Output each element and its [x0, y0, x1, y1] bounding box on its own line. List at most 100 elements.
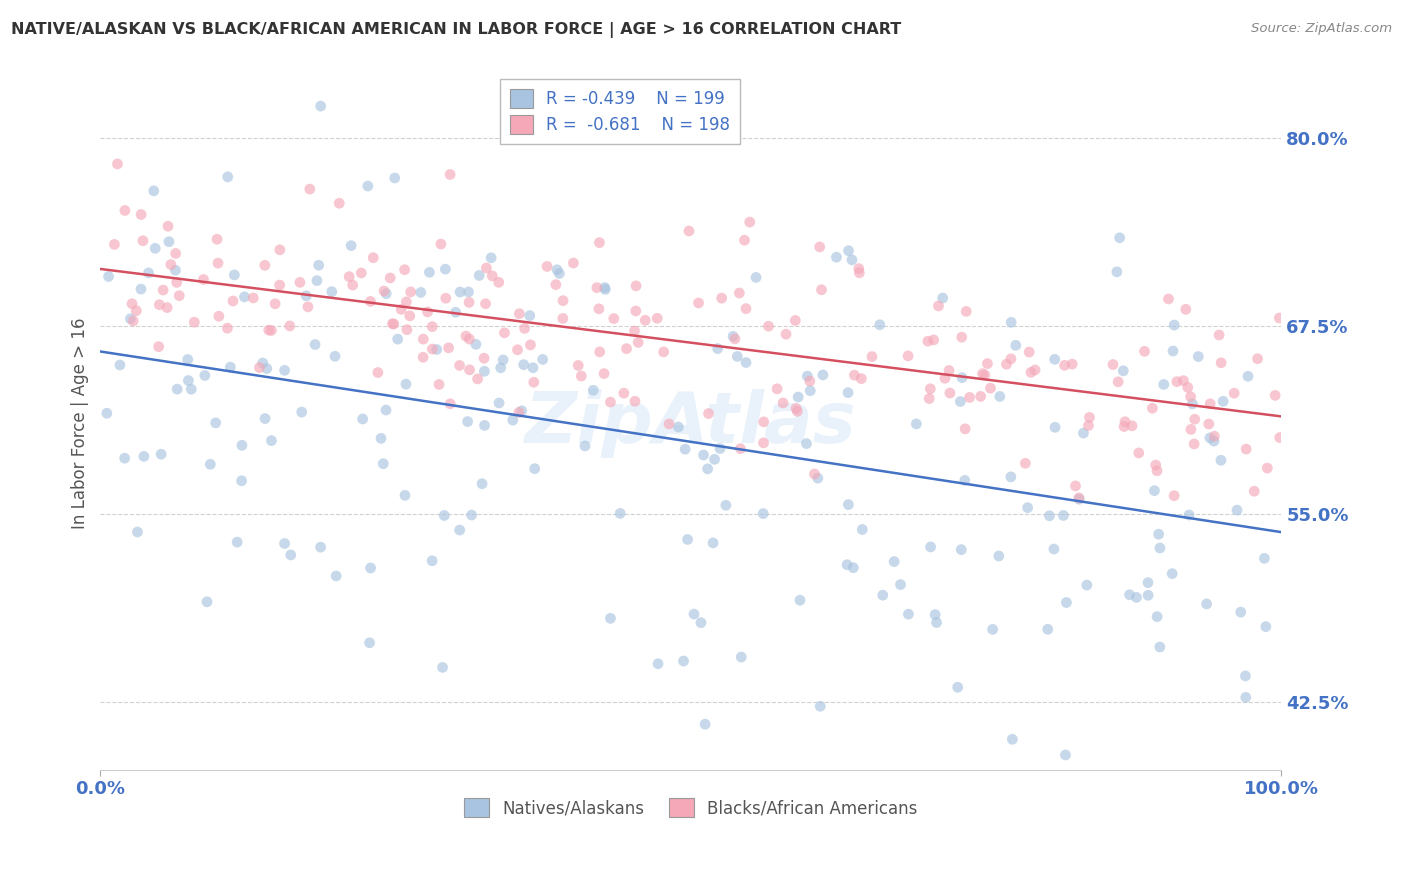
Point — [959, 391, 981, 405]
Point — [195, 595, 218, 609]
Point — [710, 291, 733, 305]
Point — [132, 234, 155, 248]
Point — [645, 311, 668, 326]
Point — [721, 329, 744, 343]
Point — [745, 270, 768, 285]
Point — [471, 476, 494, 491]
Point — [811, 368, 834, 382]
Point — [889, 577, 911, 591]
Point — [166, 382, 188, 396]
Point — [588, 301, 610, 316]
Point — [373, 284, 395, 298]
Point — [519, 309, 541, 323]
Point — [730, 442, 752, 456]
Point — [361, 251, 384, 265]
Point — [340, 238, 363, 252]
Point — [1019, 365, 1042, 379]
Point — [1038, 508, 1060, 523]
Point — [444, 305, 467, 319]
Point — [838, 244, 860, 258]
Point — [519, 338, 541, 352]
Point — [917, 334, 939, 348]
Point — [269, 243, 291, 257]
Point — [432, 660, 454, 674]
Point — [260, 434, 283, 448]
Point — [1064, 479, 1087, 493]
Text: ZipAtlas: ZipAtlas — [524, 389, 856, 458]
Point — [883, 555, 905, 569]
Point — [1000, 470, 1022, 484]
Point — [1143, 483, 1166, 498]
Point — [1017, 500, 1039, 515]
Point — [1243, 484, 1265, 499]
Point — [1180, 422, 1202, 436]
Point — [666, 420, 689, 434]
Point — [1054, 747, 1077, 762]
Point — [946, 680, 969, 694]
Point — [1062, 357, 1084, 371]
Point — [457, 285, 479, 299]
Point — [264, 297, 287, 311]
Point — [380, 271, 402, 285]
Point — [1076, 578, 1098, 592]
Point — [121, 297, 143, 311]
Point — [1001, 732, 1024, 747]
Point — [624, 304, 647, 318]
Point — [1187, 350, 1209, 364]
Point — [897, 607, 920, 622]
Point — [987, 549, 1010, 563]
Point — [474, 364, 496, 378]
Point — [420, 554, 443, 568]
Point — [927, 299, 949, 313]
Point — [728, 285, 751, 300]
Point — [593, 282, 616, 296]
Point — [1198, 417, 1220, 431]
Point — [1209, 453, 1232, 467]
Point — [494, 326, 516, 340]
Point — [546, 262, 568, 277]
Point — [273, 363, 295, 377]
Point — [449, 359, 471, 373]
Point — [472, 351, 495, 366]
Point — [1268, 431, 1291, 445]
Point — [766, 382, 789, 396]
Point — [512, 358, 534, 372]
Point — [976, 357, 998, 371]
Point — [658, 417, 681, 431]
Point — [142, 184, 165, 198]
Point — [165, 263, 187, 277]
Point — [395, 323, 418, 337]
Point — [1256, 461, 1278, 475]
Point — [434, 291, 457, 305]
Point — [1195, 597, 1218, 611]
Point — [1105, 265, 1128, 279]
Point — [714, 498, 737, 512]
Point — [1149, 640, 1171, 654]
Point — [979, 381, 1001, 395]
Point — [808, 240, 831, 254]
Point — [166, 276, 188, 290]
Point — [475, 260, 498, 275]
Point — [905, 417, 928, 431]
Point — [950, 542, 973, 557]
Point — [1254, 620, 1277, 634]
Point — [394, 262, 416, 277]
Point — [1253, 551, 1275, 566]
Point — [256, 361, 278, 376]
Point — [1229, 605, 1251, 619]
Point — [1237, 369, 1260, 384]
Point — [394, 488, 416, 502]
Point — [841, 252, 863, 267]
Point — [231, 438, 253, 452]
Point — [1212, 394, 1234, 409]
Point — [291, 405, 314, 419]
Point — [588, 235, 610, 250]
Point — [204, 416, 226, 430]
Point — [695, 717, 717, 731]
Point — [785, 401, 807, 416]
Point — [1128, 446, 1150, 460]
Point — [352, 412, 374, 426]
Point — [523, 461, 546, 475]
Point — [278, 318, 301, 333]
Point — [589, 344, 612, 359]
